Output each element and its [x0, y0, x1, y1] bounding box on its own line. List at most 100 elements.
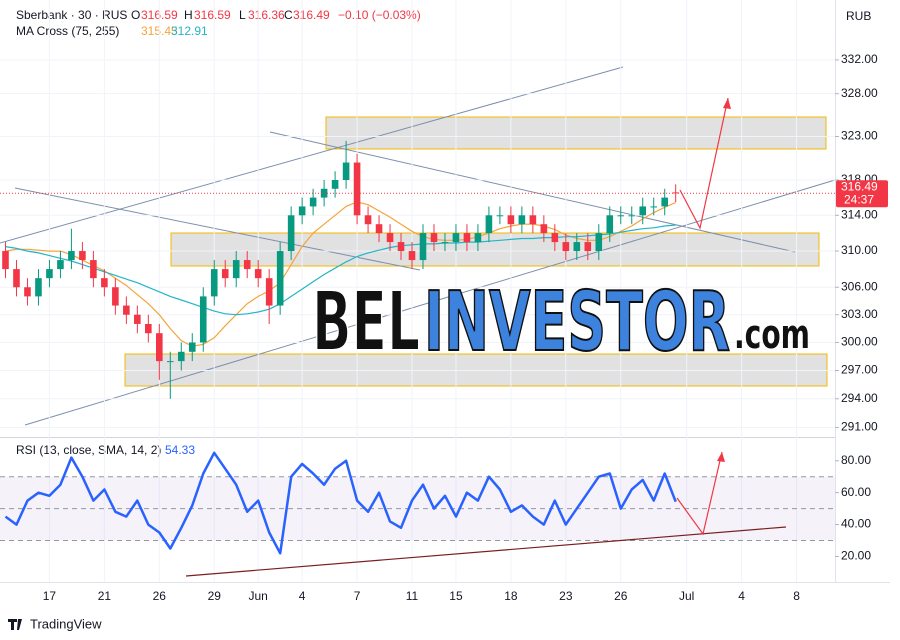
candle-body	[507, 215, 515, 225]
candle-body	[90, 260, 97, 279]
logo-icon	[8, 619, 22, 630]
candle-body	[243, 260, 251, 270]
ohlc-label: H	[184, 8, 193, 22]
watermark: INVESTOR	[424, 275, 730, 370]
countdown: 24:37	[844, 192, 874, 206]
candle-body	[210, 269, 218, 297]
ohlc-label: C	[284, 8, 293, 22]
x-tick-label: 11	[406, 589, 419, 603]
x-tick-label: 26	[614, 589, 628, 603]
rsi-line	[4, 451, 677, 555]
candle-body	[112, 287, 119, 306]
y-tick-label: 314.00	[841, 207, 878, 221]
watermark: BEL	[312, 275, 420, 370]
ma-line	[5, 224, 676, 316]
x-tick-label: Jul	[679, 589, 694, 603]
candle-body	[441, 242, 449, 244]
candle-body	[408, 251, 416, 261]
y-tick-label: 300.00	[841, 335, 878, 349]
ohlc-label: O	[131, 8, 140, 22]
candle-body	[331, 180, 339, 189]
candle-body	[276, 251, 284, 306]
currency: RUB	[846, 9, 871, 23]
trend-line	[0, 66, 624, 244]
candle-body	[199, 296, 207, 343]
candle-body	[188, 342, 196, 352]
arrow	[676, 451, 723, 536]
candle-body	[265, 278, 273, 306]
candle-body	[375, 224, 383, 234]
ohlc-value: 316.49	[293, 8, 330, 22]
candle-body	[364, 215, 372, 225]
candle-body	[298, 206, 306, 216]
x-tick-label: 29	[208, 589, 222, 603]
y-tick-label: 40.00	[841, 517, 871, 531]
candle-body	[584, 242, 592, 252]
candle-body	[342, 162, 350, 181]
zone	[170, 232, 820, 267]
plot: 17 21 26 29 Jun 4 7 11 15 18 23 26 Jul 4 8 291.00 294.00…	[0, 0, 888, 603]
indicator-label: MA Cross (75, 255)	[16, 24, 119, 38]
y-tick-label: 297.00	[841, 363, 878, 377]
candle-body	[551, 233, 559, 243]
symbol: Sberbank · 30 · RUS	[16, 8, 127, 22]
rsi-label: RSI (13, close, SMA, 14, 2)	[16, 443, 161, 457]
x-tick-label: 7	[354, 589, 361, 603]
candle-body	[562, 242, 570, 252]
price-tag-value: 316.49	[841, 179, 878, 193]
candle-body	[79, 251, 86, 261]
candle-body	[35, 278, 42, 297]
candle-body	[145, 323, 152, 334]
candle-body	[134, 314, 141, 324]
candle-body	[661, 197, 668, 207]
y-tick-label: 60.00	[841, 485, 871, 499]
candle-body	[221, 269, 229, 279]
x-tick-label: 4	[738, 589, 745, 603]
ma-value: 312.91	[171, 24, 208, 38]
candle-body	[123, 305, 130, 315]
candle-body	[46, 269, 53, 279]
candle-body	[606, 215, 614, 234]
candle-body	[518, 215, 526, 225]
arrow-head	[723, 98, 731, 109]
ohlc-value: 316.36	[248, 8, 285, 22]
change: −0.10 (−0.03%)	[338, 8, 421, 22]
x-tick-label: 4	[299, 589, 306, 603]
x-tick-label: 21	[98, 589, 112, 603]
x-tick-label: 8	[793, 589, 800, 603]
candle-body	[287, 215, 295, 252]
candle-body	[595, 233, 603, 252]
candle-body	[397, 242, 405, 252]
trend-line	[24, 179, 836, 426]
candle-body	[463, 233, 471, 243]
arrow	[679, 97, 729, 230]
x-tick-label: 15	[449, 589, 463, 603]
candle-body	[167, 361, 174, 363]
ohlc-value: 316.59	[194, 8, 231, 22]
candle-body	[2, 251, 9, 270]
x-tick-label: 23	[559, 589, 573, 603]
y-tick-label: 332.00	[841, 52, 878, 66]
ma-line	[5, 201, 676, 347]
candle-body	[540, 224, 548, 234]
candle-body	[254, 269, 262, 279]
arrow-head	[717, 452, 725, 462]
candle-body	[529, 215, 537, 225]
candle-body	[573, 242, 581, 252]
y-tick-label: 323.00	[841, 129, 878, 143]
y-tick-label: 294.00	[841, 391, 878, 405]
candle-body	[639, 206, 647, 216]
candle-body	[232, 260, 240, 279]
candle-body	[430, 233, 438, 243]
candle-body	[13, 269, 20, 288]
candle-body	[650, 206, 658, 208]
candle-body	[617, 215, 625, 217]
zone	[325, 116, 827, 150]
candle-body	[309, 197, 317, 207]
y-tick-label: 306.00	[841, 279, 878, 293]
x-tick-label: 18	[504, 589, 518, 603]
ohlc-label: L	[239, 8, 246, 22]
price-tag	[836, 180, 888, 208]
x-tick-label: Jun	[249, 589, 268, 603]
